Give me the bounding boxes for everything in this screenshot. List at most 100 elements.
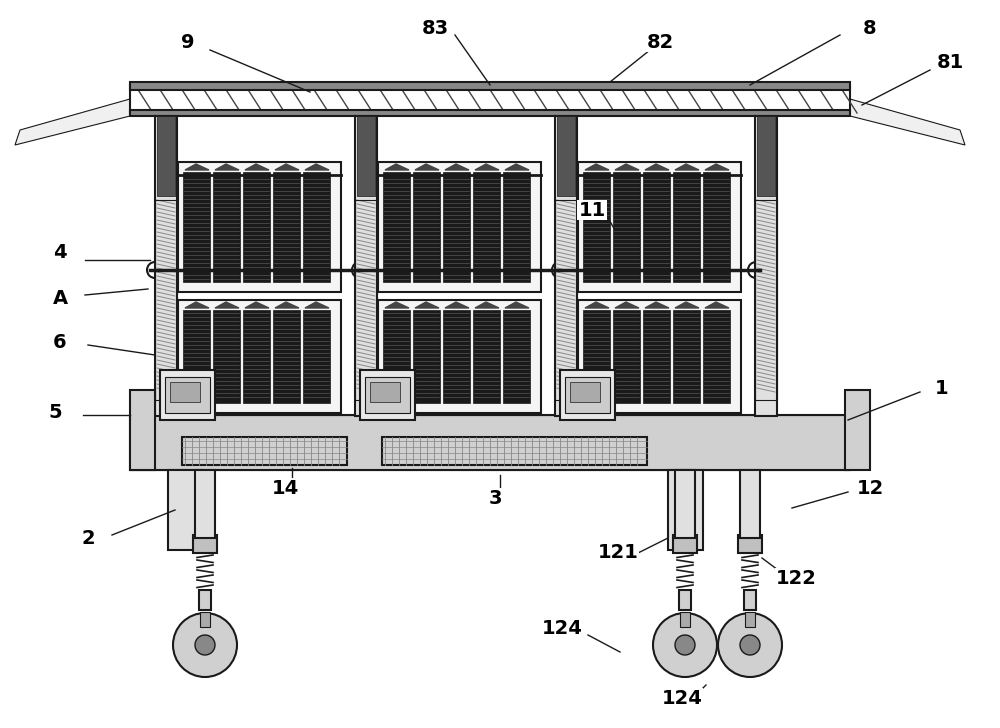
Bar xyxy=(740,470,760,538)
Polygon shape xyxy=(385,302,409,308)
Bar xyxy=(213,310,240,403)
Bar xyxy=(155,200,177,400)
Bar xyxy=(443,172,470,282)
Text: 83: 83 xyxy=(421,18,449,38)
Polygon shape xyxy=(585,302,609,308)
Text: 6: 6 xyxy=(53,333,67,352)
Polygon shape xyxy=(275,302,299,308)
Bar xyxy=(378,300,541,413)
Text: 14: 14 xyxy=(271,478,299,497)
Bar xyxy=(613,172,640,282)
Bar xyxy=(443,310,470,403)
Bar xyxy=(413,172,440,282)
Polygon shape xyxy=(415,164,439,170)
PathPatch shape xyxy=(850,99,965,145)
Text: 11: 11 xyxy=(578,200,606,220)
Bar xyxy=(383,310,410,403)
Bar xyxy=(643,172,670,282)
Bar xyxy=(183,310,210,403)
Bar xyxy=(193,535,217,553)
Bar xyxy=(643,310,670,403)
Bar xyxy=(738,535,762,553)
Polygon shape xyxy=(675,302,699,308)
Bar xyxy=(755,200,777,400)
Polygon shape xyxy=(645,164,669,170)
Bar xyxy=(557,116,575,196)
Bar xyxy=(675,470,695,538)
Polygon shape xyxy=(585,164,609,170)
Text: 9: 9 xyxy=(181,33,195,52)
Text: 121: 121 xyxy=(598,544,638,563)
Text: 82: 82 xyxy=(646,33,674,52)
Bar xyxy=(757,116,775,196)
Polygon shape xyxy=(245,302,269,308)
Text: 1: 1 xyxy=(935,379,949,397)
Bar xyxy=(355,200,377,400)
Bar xyxy=(243,310,270,403)
Polygon shape xyxy=(275,164,299,170)
Bar xyxy=(668,470,703,550)
Polygon shape xyxy=(475,302,499,308)
Bar xyxy=(555,116,577,416)
Circle shape xyxy=(352,262,368,278)
Bar xyxy=(745,612,755,627)
Bar xyxy=(178,300,341,413)
Bar xyxy=(473,310,500,403)
Bar xyxy=(673,535,697,553)
Text: 8: 8 xyxy=(863,18,877,38)
Polygon shape xyxy=(675,164,699,170)
Circle shape xyxy=(748,262,764,278)
Bar xyxy=(503,310,530,403)
Text: 5: 5 xyxy=(48,403,62,422)
Circle shape xyxy=(653,613,717,677)
Bar xyxy=(168,470,203,550)
Bar xyxy=(583,172,610,282)
Bar xyxy=(183,172,210,282)
Polygon shape xyxy=(215,164,239,170)
Polygon shape xyxy=(415,302,439,308)
Polygon shape xyxy=(185,302,209,308)
Bar xyxy=(355,116,377,416)
Polygon shape xyxy=(475,164,499,170)
Bar xyxy=(357,116,375,196)
Polygon shape xyxy=(645,302,669,308)
Text: 2: 2 xyxy=(81,529,95,547)
Polygon shape xyxy=(245,164,269,170)
Circle shape xyxy=(718,613,782,677)
Circle shape xyxy=(740,635,760,655)
Bar xyxy=(378,162,541,292)
Polygon shape xyxy=(385,164,409,170)
Circle shape xyxy=(552,262,568,278)
Bar xyxy=(178,162,341,292)
Bar xyxy=(157,116,175,196)
Polygon shape xyxy=(705,164,729,170)
Bar xyxy=(165,377,210,413)
Polygon shape xyxy=(305,302,329,308)
Text: 12: 12 xyxy=(856,478,884,497)
Bar xyxy=(360,370,415,420)
Bar xyxy=(303,172,330,282)
Polygon shape xyxy=(505,164,529,170)
Bar xyxy=(613,310,640,403)
Polygon shape xyxy=(215,302,239,308)
Bar xyxy=(744,590,756,610)
Bar xyxy=(200,612,210,627)
Bar xyxy=(303,310,330,403)
Bar xyxy=(195,470,215,538)
Polygon shape xyxy=(445,164,469,170)
Circle shape xyxy=(195,635,215,655)
Text: 124: 124 xyxy=(542,619,582,638)
Polygon shape xyxy=(705,302,729,308)
Bar xyxy=(845,390,870,470)
Bar xyxy=(673,172,700,282)
Bar xyxy=(503,172,530,282)
Bar xyxy=(755,116,777,416)
Bar xyxy=(413,310,440,403)
Bar xyxy=(130,390,155,470)
Text: 4: 4 xyxy=(53,242,67,261)
Bar xyxy=(243,172,270,282)
Text: 3: 3 xyxy=(488,488,502,507)
Bar xyxy=(273,310,300,403)
Bar xyxy=(155,116,177,416)
Polygon shape xyxy=(305,164,329,170)
